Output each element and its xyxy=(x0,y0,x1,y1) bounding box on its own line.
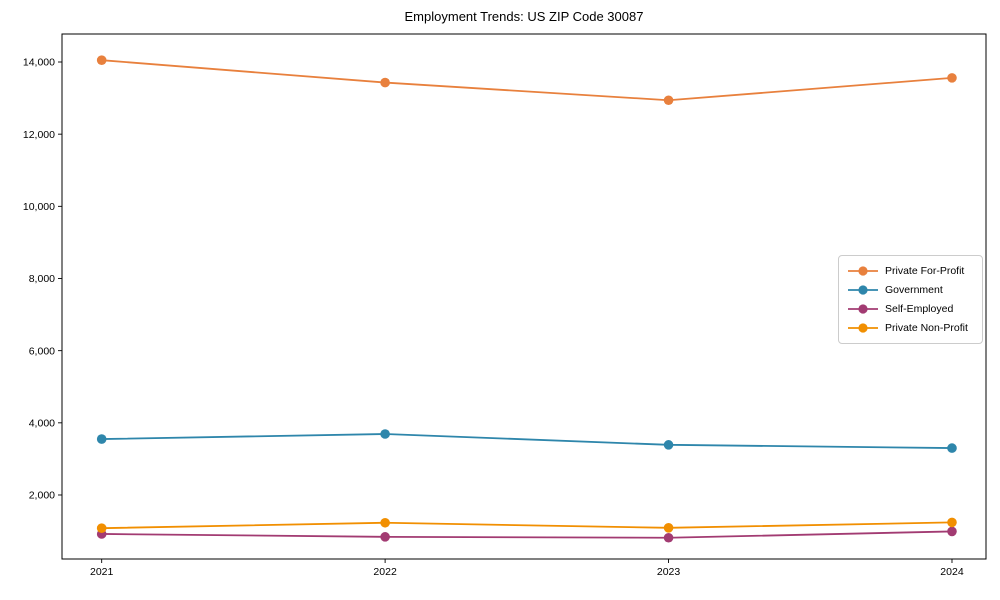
y-tick-label: 2,000 xyxy=(29,490,55,502)
legend-label: Government xyxy=(885,284,943,296)
legend-label: Private For-Profit xyxy=(885,265,965,277)
legend-line-marker-icon xyxy=(848,323,878,333)
legend-item-private-non-profit: Private Non-Profit xyxy=(848,320,974,336)
legend-item-private-for-profit: Private For-Profit xyxy=(848,263,974,279)
y-tick-label: 12,000 xyxy=(23,129,55,141)
chart-title: Employment Trends: US ZIP Code 30087 xyxy=(404,9,644,24)
y-tick-label: 6,000 xyxy=(29,345,55,357)
y-tick-label: 14,000 xyxy=(23,57,55,69)
legend-label: Private Non-Profit xyxy=(885,322,968,334)
plot-border xyxy=(61,33,987,560)
data-point-marker xyxy=(947,517,957,528)
data-point-marker xyxy=(663,95,674,106)
data-point-marker xyxy=(96,55,107,65)
data-point-marker xyxy=(380,429,390,439)
data-point-marker xyxy=(96,523,107,533)
legend: Private For-Profit Government Self-Emplo… xyxy=(838,255,983,344)
data-point-marker xyxy=(380,77,390,88)
data-point-marker xyxy=(663,440,674,450)
data-point-marker xyxy=(663,523,674,533)
legend-item-self-employed: Self-Employed xyxy=(848,301,974,317)
legend-line-marker-icon xyxy=(848,266,878,276)
series-line-private-non-profit xyxy=(100,521,953,530)
legend-line-marker-icon xyxy=(848,304,878,314)
data-point-marker xyxy=(663,532,674,543)
legend-line-marker-icon xyxy=(848,285,878,295)
legend-label: Self-Employed xyxy=(885,303,954,315)
data-point-marker xyxy=(947,443,957,453)
data-point-marker xyxy=(947,73,957,83)
x-tick-label: 2021 xyxy=(90,566,114,578)
series-line-self-employed xyxy=(100,530,953,539)
y-tick-label: 10,000 xyxy=(23,201,55,213)
data-point-marker xyxy=(380,517,390,528)
y-tick-label: 4,000 xyxy=(29,417,55,429)
x-tick-label: 2024 xyxy=(940,566,964,578)
series-line-private-for-profit xyxy=(100,59,953,102)
data-point-marker xyxy=(96,434,107,444)
series-line-government xyxy=(100,433,953,449)
data-point-marker xyxy=(947,526,957,537)
x-tick-label: 2023 xyxy=(657,566,681,578)
data-point-marker xyxy=(380,532,390,542)
y-tick-label: 8,000 xyxy=(29,273,55,285)
legend-item-government: Government xyxy=(848,282,974,298)
x-tick-label: 2022 xyxy=(373,566,397,578)
